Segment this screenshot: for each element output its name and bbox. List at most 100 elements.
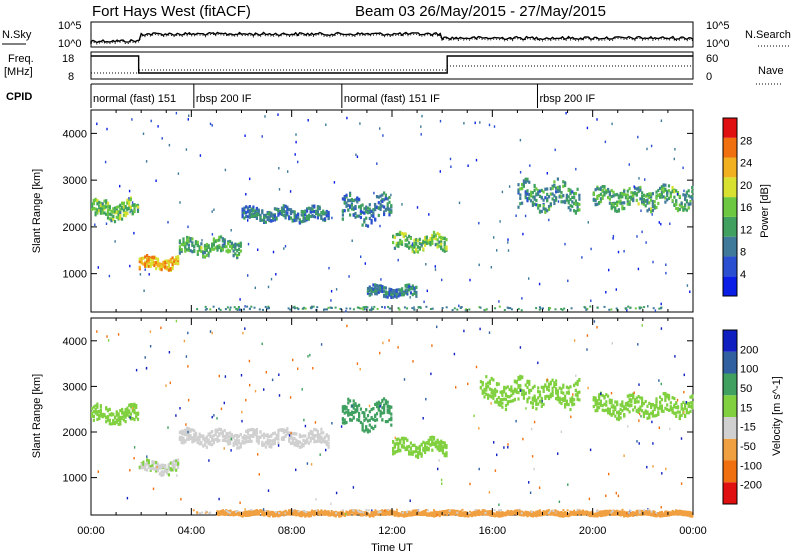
- velocity-speckle: [463, 330, 464, 333]
- velocity-cell: [363, 415, 365, 418]
- velocity-speckle: [476, 366, 477, 369]
- noise-tick-bottom: 10^0: [58, 38, 82, 50]
- velocity-speckle: [626, 512, 627, 515]
- power-speckle: [212, 124, 213, 127]
- power-cell: [261, 210, 263, 213]
- power-speckle: [188, 115, 189, 118]
- velocity-cell: [229, 442, 231, 445]
- velocity-cell: [146, 468, 148, 471]
- velocity-speckle: [153, 488, 154, 491]
- power-speckle: [494, 125, 495, 128]
- velocity-cell: [560, 402, 562, 405]
- velocity-cell: [168, 473, 170, 476]
- power-ground-cell: [454, 307, 456, 309]
- velocity-cell: [691, 406, 693, 409]
- power-cell: [528, 181, 530, 184]
- velocity-cell: [403, 441, 405, 444]
- power-speckle: [176, 112, 177, 115]
- power-speckle: [686, 195, 687, 198]
- velocity-speckle: [369, 405, 370, 408]
- velocity-cell: [151, 467, 153, 470]
- velocity-speckle: [661, 506, 662, 509]
- velocity-cell: [569, 385, 571, 388]
- power-speckle: [98, 266, 99, 269]
- power-speckle: [529, 164, 530, 167]
- velocity-cell: [358, 414, 360, 417]
- power-speckle: [295, 153, 296, 156]
- velocity-cell: [419, 448, 421, 451]
- power-speckle: [334, 181, 335, 184]
- velocity-cell: [137, 412, 139, 415]
- power-cell: [349, 213, 351, 216]
- power-speckle: [225, 169, 226, 172]
- velocity-cell: [550, 382, 552, 385]
- velocity-speckle: [295, 469, 296, 472]
- power-speckle: [94, 224, 95, 227]
- power-cell: [349, 194, 351, 197]
- velocity-speckle: [245, 399, 246, 402]
- velocity-cell: [328, 435, 330, 438]
- velocity-speckle: [423, 417, 424, 420]
- power-cell: [128, 201, 130, 204]
- power-cell: [553, 202, 555, 205]
- velocity-speckle: [534, 421, 535, 424]
- power-speckle: [605, 141, 606, 144]
- velocity-cell: [213, 441, 215, 444]
- velocity-cell: [433, 437, 435, 440]
- power-ground-cell: [406, 307, 408, 309]
- velocity-speckle: [618, 495, 619, 498]
- velocity-cell: [629, 410, 631, 413]
- nsky-trace: [91, 33, 693, 45]
- power-ground-cell: [425, 306, 427, 308]
- velocity-cell: [621, 401, 623, 404]
- velocity-cell: [623, 414, 625, 417]
- power-speckle: [564, 243, 565, 246]
- power-cell: [564, 184, 566, 187]
- velocity-cell: [496, 390, 498, 393]
- power-cell: [523, 185, 525, 188]
- power-speckle: [359, 122, 360, 125]
- velocity-speckle: [430, 373, 431, 376]
- velocity-speckle: [184, 340, 185, 343]
- power-cell: [388, 201, 390, 204]
- power-cell: [319, 207, 321, 210]
- velocity-cell: [151, 461, 153, 464]
- power-cell: [378, 214, 380, 217]
- velocity-cell: [406, 439, 408, 442]
- velocity-cell: [523, 397, 525, 400]
- power-cell: [681, 202, 683, 205]
- velocity-cell: [537, 386, 539, 389]
- power-cell: [546, 187, 548, 190]
- velocity-speckle: [346, 325, 347, 328]
- nsearch-label: N.Search: [745, 29, 791, 41]
- velocity-cell: [516, 381, 518, 384]
- velocity-speckle: [557, 452, 558, 455]
- power-speckle: [212, 210, 213, 213]
- power-speckle: [458, 305, 459, 308]
- velocity-speckle: [239, 502, 240, 505]
- power-cell: [358, 198, 360, 201]
- freq-tick-18: 18: [62, 53, 74, 65]
- velocity-cell: [313, 437, 315, 440]
- power-speckle: [380, 200, 381, 203]
- velocity-speckle: [495, 469, 496, 472]
- power-speckle: [520, 139, 521, 142]
- power-cell: [374, 218, 376, 221]
- velocity-speckle: [127, 497, 128, 500]
- velocity-speckle: [431, 344, 432, 347]
- power-speckle: [255, 287, 256, 290]
- velocity-cell: [320, 428, 322, 431]
- velocity-speckle: [98, 470, 99, 473]
- power-speckle: [244, 305, 245, 308]
- power-cell: [546, 199, 548, 202]
- power-ground-cell: [507, 307, 509, 309]
- power-cell: [426, 236, 428, 239]
- velocity-cell: [328, 438, 330, 441]
- power-speckle: [651, 145, 652, 148]
- velocity-cell: [277, 432, 279, 435]
- power-speckle: [613, 235, 614, 238]
- velocity-speckle: [160, 327, 161, 330]
- power-speckle: [677, 193, 678, 196]
- power-cell: [415, 286, 417, 289]
- power-ground-cell: [288, 307, 290, 309]
